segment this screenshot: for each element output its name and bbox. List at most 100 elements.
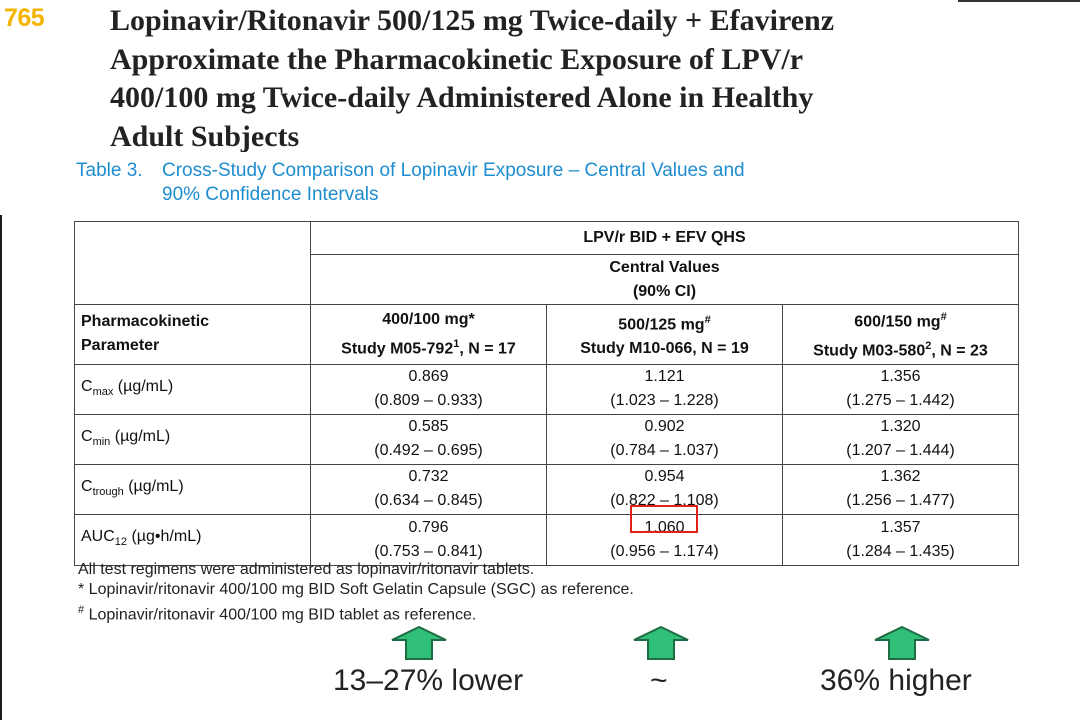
parameter-header: Pharmacokinetic Parameter: [74, 304, 311, 365]
arrow-up-icon: [633, 626, 689, 660]
arrow-up-icon: [391, 626, 447, 660]
parameter-header-line-1: Pharmacokinetic: [81, 313, 210, 331]
left-border-line: [0, 215, 2, 720]
central-value: 0.796: [408, 518, 449, 536]
central-value: 0.954: [644, 468, 685, 486]
column-dose: 600/150 mg#: [783, 305, 1018, 334]
footnote-line: * Lopinavir/ritonavir 400/100 mg BID Sof…: [78, 581, 634, 598]
value-cell: 1.362 (1.256 – 1.477): [782, 463, 1019, 515]
row-parameter: AUC12 (µg•h/mL): [74, 513, 311, 566]
param-subscript: 12: [114, 536, 128, 549]
param-symbol: C: [81, 477, 93, 495]
footnote-line: # Lopinavir/ritonavir 400/100 mg BID tab…: [78, 600, 634, 625]
title-line: 400/100 mg Twice-daily Administered Alon…: [110, 81, 814, 114]
table-row-ctrough: Ctrough (µg/mL) 0.732 (0.634 – 0.845) 0.9…: [74, 463, 1019, 515]
column-header-600-150: 600/150 mg# Study M03-5802, N = 23: [782, 304, 1019, 365]
confidence-interval: (0.956 – 1.174): [610, 542, 719, 560]
confidence-interval: (0.634 – 0.845): [374, 492, 483, 510]
table-row-cmin: Cmin (µg/mL) 0.585 (0.492 – 0.695) 0.902 (…: [74, 413, 1019, 465]
central-value: 1.121: [644, 368, 685, 386]
sub-header-line-1: Central Values: [609, 258, 720, 276]
comparison-higher: 36% higher: [820, 664, 972, 697]
confidence-interval: (0.753 – 0.841): [374, 542, 483, 560]
param-symbol: AUC: [81, 528, 115, 546]
arrow-up-icon: [874, 626, 930, 660]
study-footnote-marker: 1: [453, 337, 460, 350]
column-dose-text: 600/150 mg: [854, 313, 941, 331]
sub-header: Central Values (90% CI): [310, 254, 1019, 305]
confidence-interval: (0.822 – 1.108): [610, 492, 719, 510]
param-subscript: trough: [92, 485, 124, 498]
footnote-line: All test regimens were administered as l…: [78, 561, 535, 578]
slide-title: Lopinavir/Ritonavir 500/125 mg Twice-dai…: [110, 2, 960, 156]
central-value: 1.320: [880, 418, 921, 436]
caption-line-2: 90% Confidence Intervals: [162, 184, 379, 205]
column-study-n: , N = 23: [931, 342, 988, 360]
row-parameter: Ctrough (µg/mL): [74, 463, 311, 515]
sub-header-line-2: (90% CI): [632, 282, 697, 300]
confidence-interval: (1.275 – 1.442): [846, 392, 955, 410]
param-symbol: C: [81, 427, 93, 445]
row-parameter: Cmax (µg/mL): [74, 363, 311, 415]
table-row-auc12: AUC12 (µg•h/mL) 0.796 (0.753 – 0.841) 1.0…: [74, 513, 1019, 566]
param-unit: (µg/mL): [113, 377, 174, 395]
param-unit: (µg/mL): [110, 427, 171, 445]
value-cell: 0.796 (0.753 – 0.841): [310, 513, 547, 566]
confidence-interval: (0.784 – 1.037): [610, 442, 719, 460]
group-header: LPV/r BID + EFV QHS: [310, 221, 1019, 255]
value-cell: 1.121 (1.023 – 1.228): [546, 363, 783, 415]
table-caption: Table 3. Cross-Study Comparison of Lopina…: [76, 159, 745, 207]
top-border-line: [958, 0, 1080, 2]
central-value: 0.869: [408, 368, 449, 386]
central-value: 0.585: [408, 418, 449, 436]
comparison-lower: 13–27% lower: [333, 664, 524, 697]
confidence-interval: (1.284 – 1.435): [846, 542, 955, 560]
column-study: Study M10-066, N = 19: [580, 339, 749, 357]
confidence-interval: (0.809 – 0.933): [374, 392, 483, 410]
central-value: 1.356: [880, 368, 921, 386]
column-header-500-125: 500/125 mg# Study M10-066, N = 19: [546, 304, 783, 365]
central-value: 1.357: [880, 518, 921, 536]
comparison-similar: ~: [650, 664, 668, 697]
column-header-400-100: 400/100 mg* Study M05-7921, N = 17: [310, 304, 547, 365]
central-value: 0.732: [408, 468, 449, 486]
column-dose: 400/100 mg*: [382, 310, 475, 328]
title-line: Lopinavir/Ritonavir 500/125 mg Twice-dai…: [110, 4, 835, 37]
column-dose-text: 500/125 mg: [618, 315, 705, 333]
column-dose: 500/125 mg#: [547, 308, 782, 337]
value-cell: 1.356 (1.275 – 1.442): [782, 363, 1019, 415]
param-unit: (µg/mL): [123, 477, 184, 495]
confidence-interval: (0.492 – 0.695): [374, 442, 483, 460]
value-cell: 0.902 (0.784 – 1.037): [546, 413, 783, 465]
table-row-cmax: Cmax (µg/mL) 0.869 (0.809 – 0.933) 1.121 (…: [74, 363, 1019, 415]
confidence-interval: (1.023 – 1.228): [610, 392, 719, 410]
value-cell: 0.585 (0.492 – 0.695): [310, 413, 547, 465]
dose-footnote-marker: #: [704, 313, 711, 326]
central-value: 0.902: [644, 418, 685, 436]
param-unit: (µg•h/mL): [127, 528, 202, 546]
title-line: Adult Subjects: [110, 119, 300, 153]
pharmacokinetic-table: LPV/r BID + EFV QHS Central Values (90% …: [74, 221, 1019, 566]
param-subscript: min: [92, 435, 111, 448]
highlight-box: [630, 505, 698, 533]
study-footnote-marker: 2: [925, 340, 932, 353]
row-parameter: Cmin (µg/mL): [74, 413, 311, 465]
central-value: 1.362: [880, 468, 921, 486]
confidence-interval: (1.207 – 1.444): [846, 442, 955, 460]
slide-number: 765: [4, 4, 45, 32]
caption-line-1: Cross-Study Comparison of Lopinavir Expo…: [162, 160, 745, 181]
value-cell: 1.060 (0.956 – 1.174): [546, 513, 783, 566]
value-cell: 0.869 (0.809 – 0.933): [310, 363, 547, 415]
column-study-n: , N = 17: [459, 339, 516, 357]
column-study-text: Study M05-792: [341, 339, 454, 357]
footnote-text: Lopinavir/ritonavir 400/100 mg BID table…: [84, 606, 477, 624]
param-subscript: max: [92, 385, 114, 398]
column-study: Study M03-5802, N = 23: [783, 334, 1018, 363]
footnote-marker: #: [78, 604, 85, 616]
value-cell: 1.357 (1.284 – 1.435): [782, 513, 1019, 566]
parameter-header-line-2: Parameter: [81, 337, 160, 355]
caption-prefix: Table 3.: [76, 160, 143, 181]
empty-header-cell: [74, 221, 311, 305]
table-footnotes: All test regimens were administered as l…: [78, 560, 634, 625]
confidence-interval: (1.256 – 1.477): [846, 492, 955, 510]
